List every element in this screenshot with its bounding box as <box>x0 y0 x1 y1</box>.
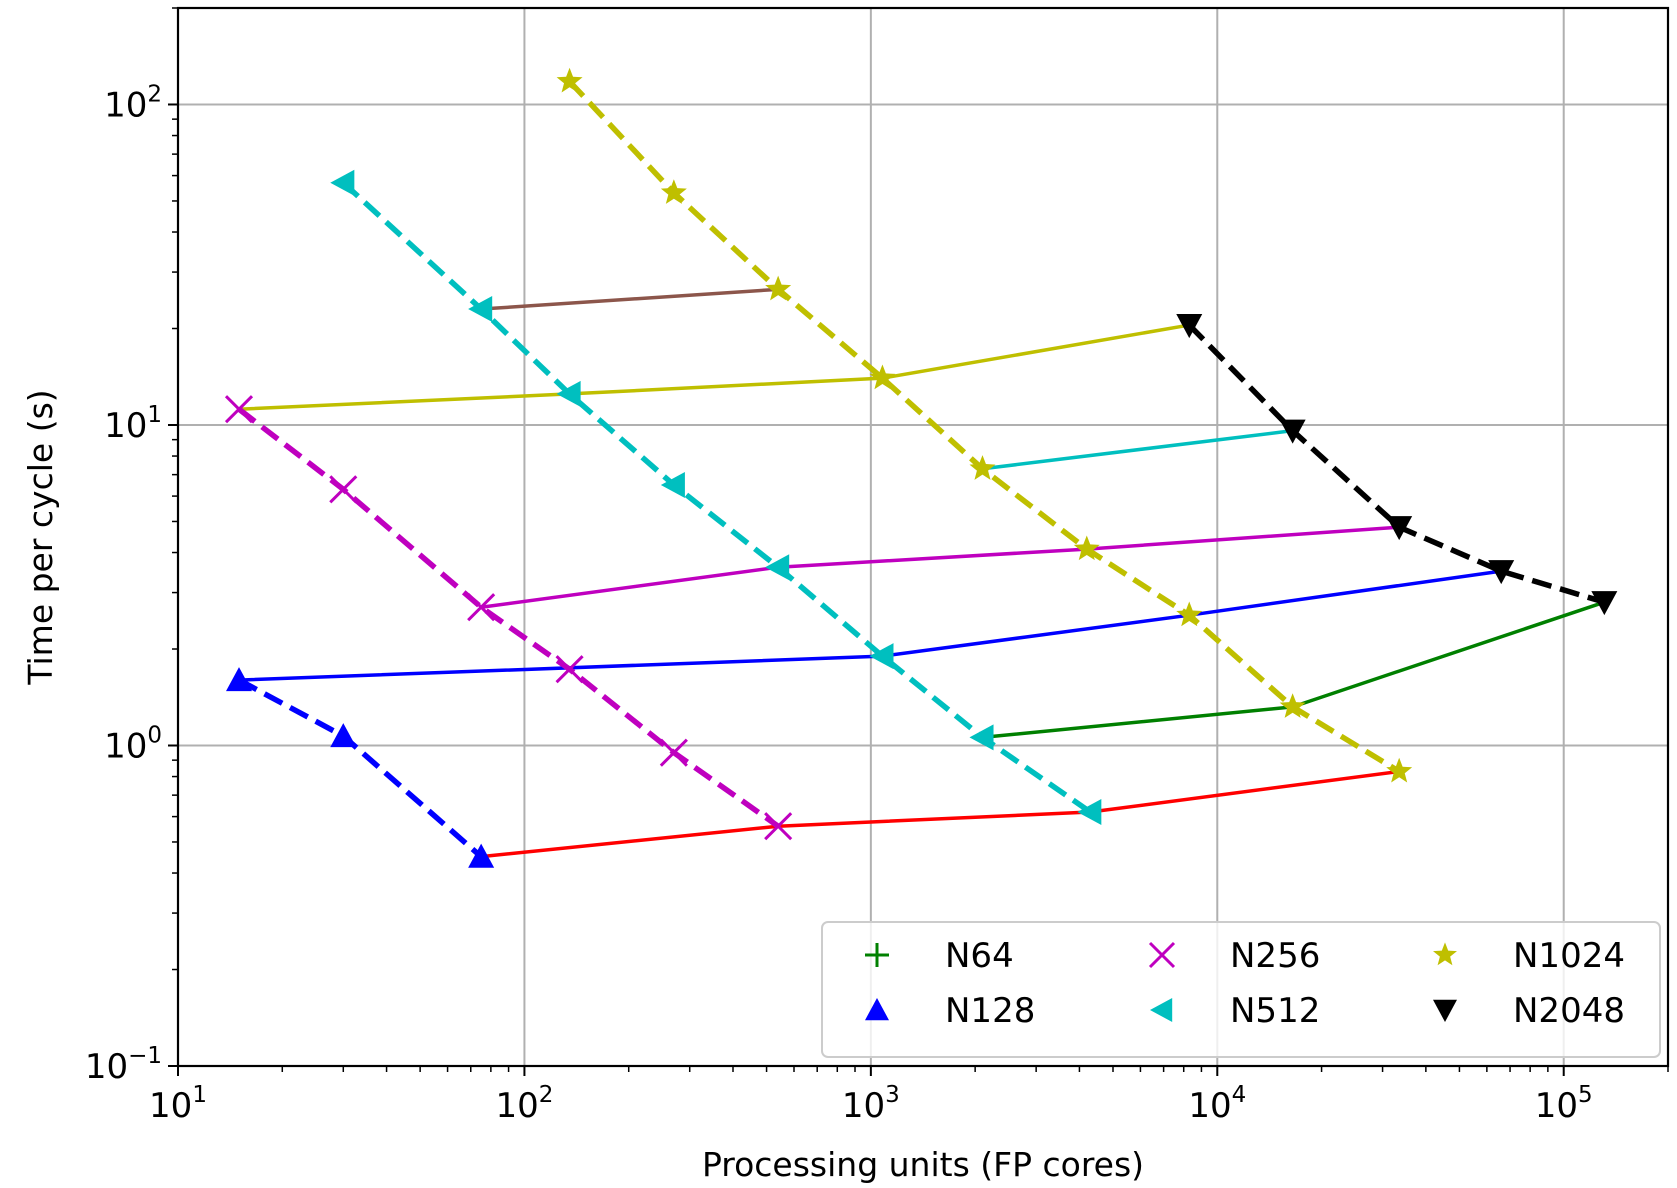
marker-n256 <box>329 475 358 504</box>
connector-line <box>480 769 1400 859</box>
marker-n1024 <box>1386 757 1413 783</box>
y-tick-label: 10−1 <box>85 1043 162 1087</box>
y-tick-label: 102 <box>104 81 162 125</box>
x-tick-label: 101 <box>149 1082 207 1126</box>
legend-label-n128: N128 <box>945 991 1035 1031</box>
legend-marker-n128 <box>865 998 889 1021</box>
legend-label-n256: N256 <box>1230 936 1320 976</box>
plot-frame <box>176 6 1670 1068</box>
legend-marker-n512 <box>1150 998 1173 1022</box>
marker-n2048 <box>1386 516 1413 541</box>
marker-n256 <box>224 395 254 424</box>
connector-lines <box>238 287 1605 859</box>
series-line-n256 <box>237 407 780 829</box>
marker-n2048 <box>1176 314 1203 339</box>
marker-n1024 <box>765 275 792 301</box>
legend-label-n64: N64 <box>945 936 1014 976</box>
legend-label-n512: N512 <box>1230 991 1320 1031</box>
marker-n512 <box>869 643 894 670</box>
marker-n512 <box>468 296 493 323</box>
marker-n1024 <box>869 364 896 390</box>
marker-n128 <box>330 723 357 748</box>
y-axis-label: Time per cycle (s) <box>21 389 60 685</box>
connector-line <box>982 600 1605 740</box>
marker-n1024 <box>1176 601 1203 627</box>
legend-label-n1024: N1024 <box>1513 936 1625 976</box>
x-tick-label: 105 <box>1535 1082 1593 1126</box>
marker-n1024 <box>1279 693 1306 718</box>
y-tick-label: 100 <box>104 722 162 766</box>
legend-marker-n256 <box>1148 941 1176 969</box>
series-lines <box>237 79 1606 859</box>
marker-n512 <box>660 471 685 498</box>
marker-n256 <box>659 738 688 767</box>
legend-marker-n64 <box>865 943 889 967</box>
marker-n512 <box>556 380 581 407</box>
connector-line <box>982 428 1293 471</box>
marker-n256 <box>555 655 584 684</box>
marker-n128 <box>226 667 253 692</box>
legend-marker-n2048 <box>1433 999 1457 1022</box>
marker-n512 <box>765 554 790 581</box>
marker-n128 <box>468 843 495 868</box>
marker-n512 <box>969 724 994 751</box>
series-line-n2048 <box>1187 323 1606 605</box>
marker-n512 <box>330 169 355 196</box>
connector-line <box>480 525 1400 609</box>
marker-n1024 <box>556 67 583 93</box>
y-tick-label: 101 <box>104 402 162 446</box>
series-line-n512 <box>341 180 1092 815</box>
marker-n512 <box>1077 799 1102 826</box>
marker-n2048 <box>1591 591 1618 616</box>
marker-n2048 <box>1488 560 1515 585</box>
legend-marker-n1024 <box>1433 942 1457 966</box>
marker-n1024 <box>1073 535 1100 561</box>
x-tick-label: 102 <box>495 1082 553 1126</box>
x-tick-label: 104 <box>1188 1082 1246 1126</box>
x-tick-label: 103 <box>842 1082 900 1126</box>
series-line-n1024 <box>567 79 1401 774</box>
x-axis-label: Processing units (FP cores) <box>702 1145 1144 1184</box>
series-markers <box>224 67 1618 868</box>
connector-line <box>238 569 1502 682</box>
legend: N64 N128 N256 N512 N1024 N2048 <box>821 921 1661 1058</box>
connector-line <box>238 323 1190 411</box>
legend-label-n2048: N2048 <box>1513 991 1625 1031</box>
marker-n2048 <box>1279 419 1306 444</box>
series-line-n128 <box>237 677 483 859</box>
marker-n1024 <box>969 455 996 480</box>
connector-line <box>481 287 779 311</box>
marker-n256 <box>764 812 793 841</box>
axis-ticks: 101 102 103 104 105 10−1 100 101 102 <box>85 7 1669 1126</box>
marker-n1024 <box>660 179 687 204</box>
marker-n256 <box>467 593 496 622</box>
